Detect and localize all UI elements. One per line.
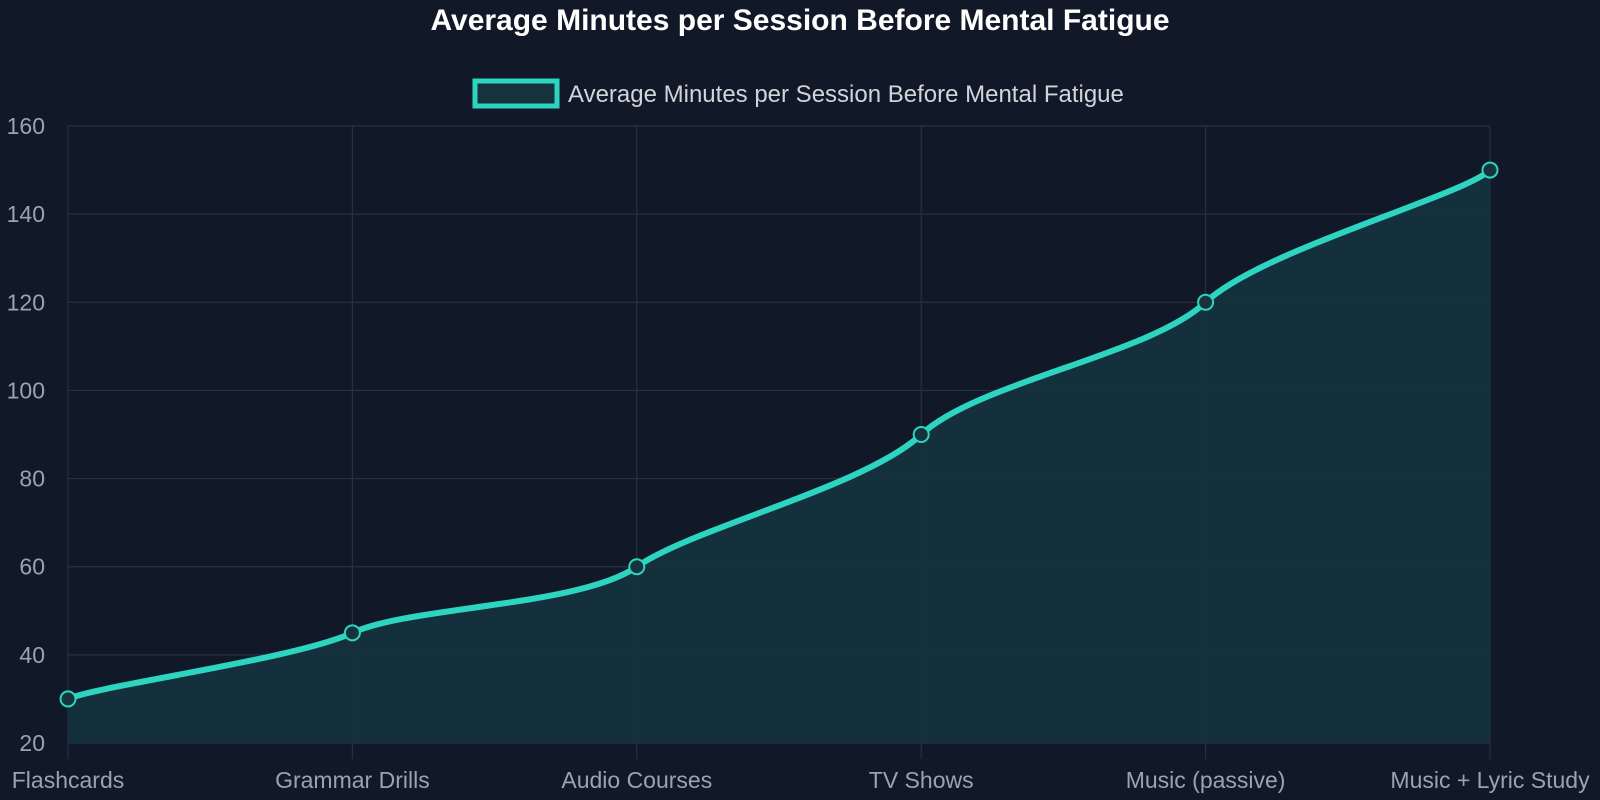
y-tick-label: 100 <box>7 377 45 403</box>
legend-label: Average Minutes per Session Before Menta… <box>568 81 1124 108</box>
data-point <box>343 624 361 642</box>
area-fill-layer <box>68 170 1490 744</box>
y-tick-label: 160 <box>7 113 45 139</box>
data-point <box>1197 293 1215 311</box>
y-tick-label: 40 <box>19 642 45 668</box>
y-tick-label: 140 <box>7 201 45 227</box>
x-tick-label: TV Shows <box>869 767 974 793</box>
x-tick-label: Grammar Drills <box>275 767 430 793</box>
data-point <box>628 558 646 576</box>
y-tick-label: 60 <box>19 554 45 580</box>
y-tick-label: 20 <box>19 730 45 756</box>
legend: Average Minutes per Session Before Menta… <box>472 78 1124 109</box>
chart-title: Average Minutes per Session Before Menta… <box>430 4 1169 37</box>
legend-swatch <box>472 78 560 109</box>
y-tick-label: 120 <box>7 289 45 315</box>
data-point <box>1481 161 1499 179</box>
y-axis-labels: 20 40 60 80 100 120 140 160 <box>7 113 45 756</box>
series-area <box>68 170 1490 744</box>
data-point <box>59 690 77 708</box>
x-axis-labels: Flashcards Grammar Drills Audio Courses TV … <box>12 767 1590 793</box>
x-tick-label: Flashcards <box>12 767 124 793</box>
series-line <box>65 167 1493 702</box>
series-line-layer <box>65 167 1493 702</box>
y-tick-label: 80 <box>19 466 45 492</box>
x-tick-label: Music + Lyric Study <box>1390 767 1590 793</box>
data-point <box>912 426 930 443</box>
x-tick-label: Music (passive) <box>1126 767 1286 793</box>
data-points-layer <box>59 161 1499 708</box>
x-tick-label: Audio Courses <box>561 767 712 793</box>
